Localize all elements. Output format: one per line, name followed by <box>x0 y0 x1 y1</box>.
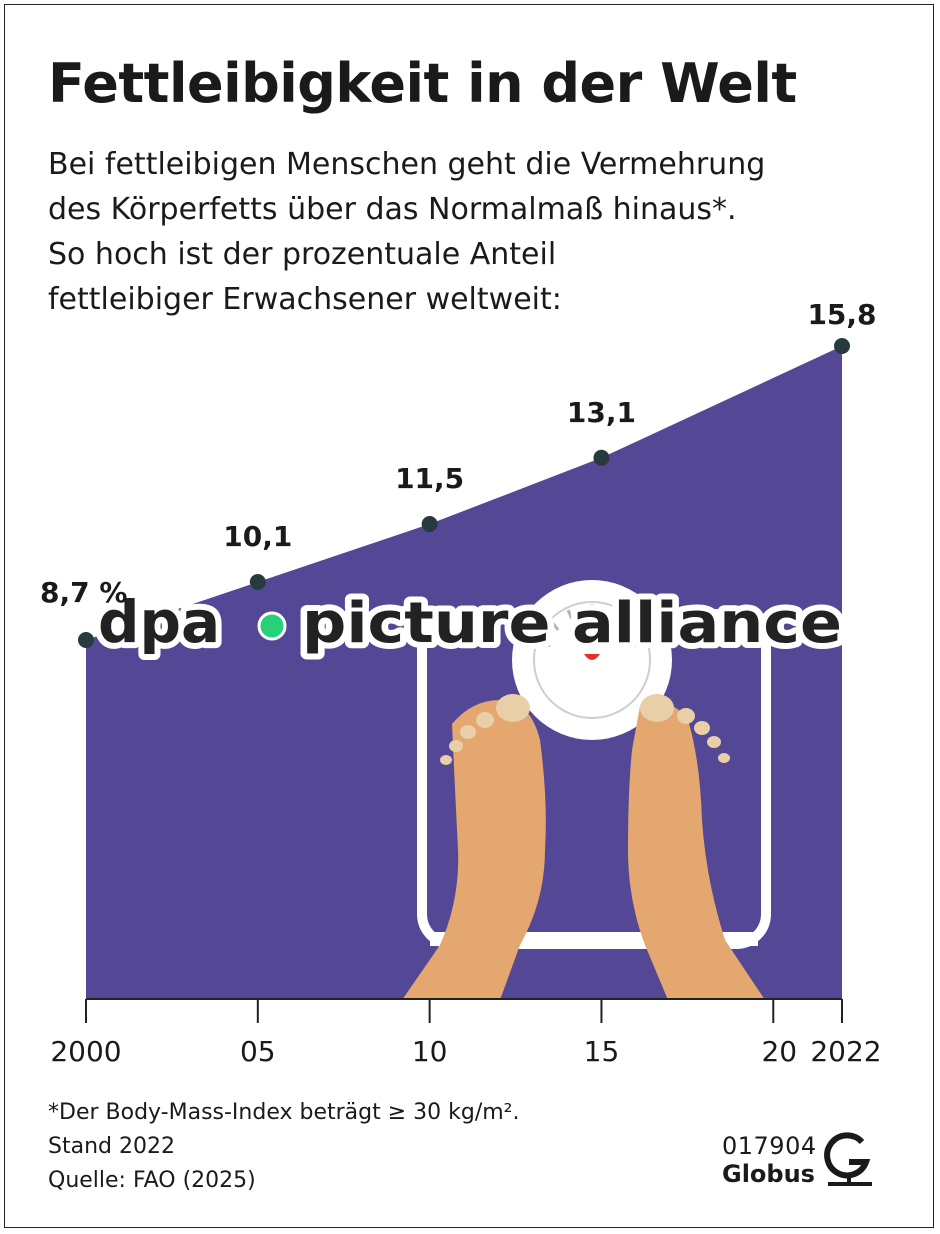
left-big-toe <box>496 694 530 722</box>
data-label: 15,8 <box>807 298 876 331</box>
watermark: dpa dpa picture alliance picture allianc… <box>92 582 848 662</box>
left-toe <box>476 712 494 728</box>
footnote-status: Stand 2022 <box>48 1134 175 1159</box>
x-tick-label: 15 <box>584 1035 620 1068</box>
subtitle-line: fettleibiger Erwachsener weltweit: <box>48 282 562 317</box>
watermark-dpa: dpa <box>98 588 220 656</box>
x-tick-label: 2022 <box>810 1035 881 1068</box>
right-big-toe <box>640 694 674 722</box>
graphic-code: 017904 <box>722 1132 817 1160</box>
data-point <box>78 632 94 648</box>
right-toe <box>694 721 710 735</box>
watermark-dot <box>257 611 287 641</box>
right-toe <box>707 736 721 748</box>
data-label: 13,1 <box>567 396 636 429</box>
chart-subtitle: Bei fettleibigen Menschen geht die Verme… <box>48 142 868 322</box>
data-label: 11,5 <box>395 462 464 495</box>
subtitle-line: des Körperfetts über das Normalmaß hinau… <box>48 192 737 227</box>
data-label: 8,7 % <box>40 576 127 609</box>
left-foot <box>402 700 546 1000</box>
globus-credit: 017904 Globus <box>722 1132 817 1188</box>
data-label: 10,1 <box>223 520 292 553</box>
chart-title: Fettleibigkeit in der Welt <box>48 52 797 115</box>
footnote-source: Quelle: FAO (2025) <box>48 1168 256 1193</box>
x-tick-label: 20 <box>761 1035 797 1068</box>
left-toe <box>460 725 476 739</box>
x-tick-label: 05 <box>240 1035 276 1068</box>
data-point <box>249 574 266 591</box>
graphic-frame <box>4 4 934 1228</box>
subtitle-line: So hoch ist der prozentuale Anteil <box>48 237 557 272</box>
data-point <box>421 516 438 533</box>
subtitle-line: Bei fettleibigen Menschen geht die Verme… <box>48 147 766 182</box>
scale-dial-ring <box>533 601 651 719</box>
data-point <box>834 338 850 354</box>
right-toe <box>677 708 695 724</box>
watermark-picture-alliance: picture alliance <box>302 591 842 656</box>
brand-name: Globus <box>722 1160 815 1188</box>
x-tick-label: 2000 <box>50 1035 121 1068</box>
footnote-note: *Der Body-Mass-Index beträgt ≥ 30 kg/m². <box>48 1100 520 1125</box>
watermark-picture-alliance-outline: picture alliance <box>302 591 842 656</box>
watermark-dpa-outline: dpa <box>98 588 220 656</box>
feet-illustration <box>402 694 765 1000</box>
globus-logo-icon <box>824 1132 872 1186</box>
x-tick-label: 10 <box>412 1035 448 1068</box>
right-foot <box>628 703 765 1000</box>
footnote-block: *Der Body-Mass-Index beträgt ≥ 30 kg/m².… <box>48 1096 520 1198</box>
scale-ticks <box>541 604 643 648</box>
scale-needle <box>584 654 600 660</box>
left-toe <box>440 755 452 765</box>
data-point <box>593 449 610 466</box>
left-toe <box>449 740 463 752</box>
right-toe <box>718 753 730 763</box>
